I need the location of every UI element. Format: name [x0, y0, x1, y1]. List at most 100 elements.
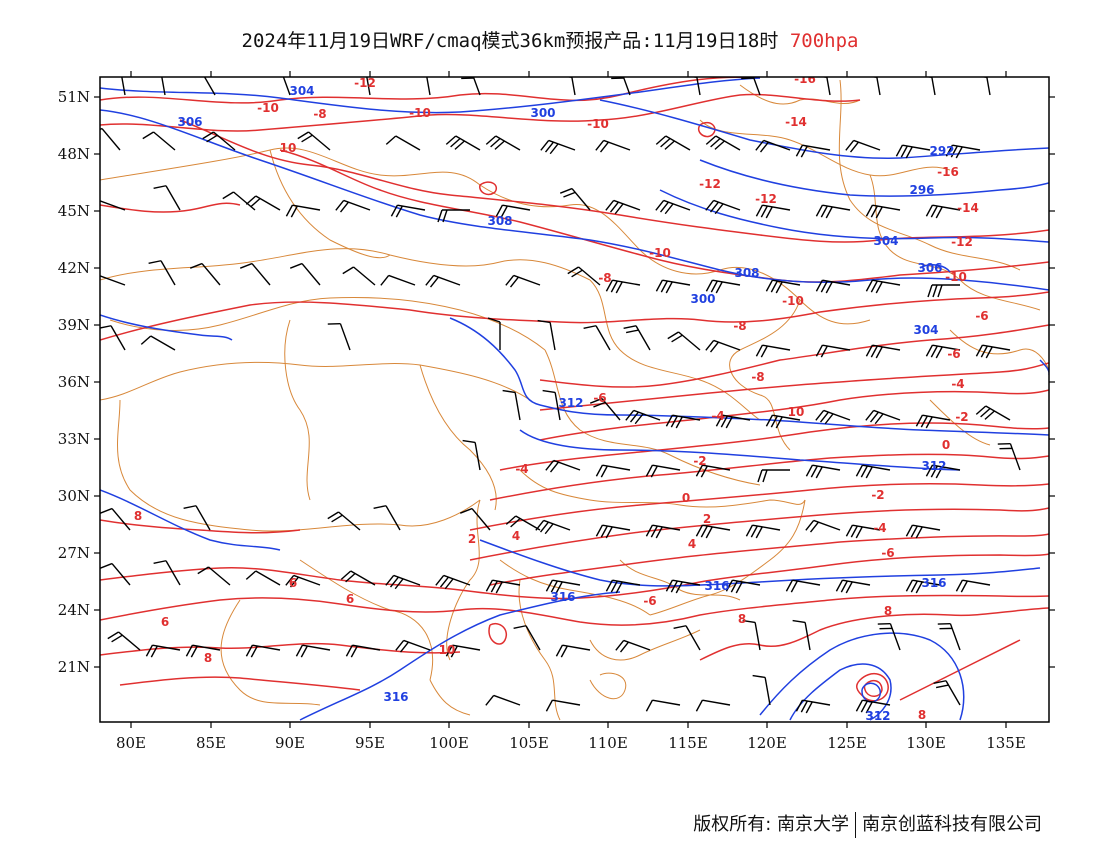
- isotherms: [100, 77, 1049, 702]
- wind-barb: [752, 674, 771, 706]
- wind-barb: [792, 619, 811, 651]
- wind-barb: [545, 579, 581, 594]
- wind-barb: [605, 579, 641, 594]
- plot-frame: [99, 76, 1050, 723]
- wind-barb: [815, 409, 851, 425]
- wind-barb: [385, 574, 421, 590]
- lon-label: 90E: [275, 734, 305, 752]
- wind-barb: [100, 199, 126, 211]
- lat-label: 45N: [58, 202, 90, 220]
- wind-barb: [623, 325, 651, 351]
- wind-barb: [364, 77, 371, 96]
- wind-barb: [245, 195, 281, 211]
- lat-label: 21N: [58, 658, 90, 676]
- temperature-contour-label: -6: [881, 546, 894, 560]
- temperature-contour-label: -12: [755, 192, 777, 206]
- wind-barb: [567, 266, 601, 286]
- lat-label: 48N: [58, 145, 90, 163]
- height-contour-label: 304: [913, 323, 938, 337]
- wind-barb: [845, 524, 881, 539]
- wind-barb: [755, 139, 791, 153]
- wind-barb: [895, 144, 931, 159]
- wind-barb: [925, 464, 961, 479]
- wind-barb: [742, 619, 761, 651]
- wind-barb: [495, 204, 531, 218]
- wind-barb: [373, 505, 401, 531]
- temperature-contour-label: 8: [134, 509, 142, 523]
- wind-barb: [535, 519, 571, 535]
- wind-barb: [865, 204, 901, 219]
- height-contours: [100, 77, 1049, 721]
- wind-barb: [755, 344, 791, 358]
- wind-barb: [695, 464, 731, 478]
- lon-label: 130E: [906, 734, 946, 752]
- height-contour-label: 304: [873, 234, 898, 248]
- wind-barb: [245, 570, 281, 586]
- wind-barb: [380, 274, 416, 286]
- copyright-text: 版权所有: 南京大学: [693, 814, 849, 835]
- wind-barb: [583, 325, 611, 351]
- wind-barb: [485, 694, 521, 706]
- wind-barb: [445, 644, 481, 658]
- wind-barb: [327, 322, 351, 351]
- wind-barb: [645, 524, 681, 539]
- temperature-contour-label: 6: [161, 615, 169, 629]
- height-contour-label: 316: [383, 690, 408, 704]
- temperature-contour-label: -10: [257, 101, 279, 115]
- temperature-contour-label: 10: [280, 141, 297, 155]
- height-contour-label: 312: [558, 396, 583, 410]
- wind-barb: [487, 317, 501, 350]
- height-contour-label: 300: [690, 292, 715, 306]
- wind-barb: [925, 344, 961, 359]
- temperature-contour-label: -8: [751, 370, 764, 384]
- lon-label: 120E: [747, 734, 787, 752]
- temperature-contour-label: -6: [975, 309, 988, 323]
- wind-barb: [148, 260, 176, 286]
- wind-barb: [140, 335, 176, 351]
- wind-barb: [684, 77, 701, 96]
- wind-barb: [645, 699, 681, 712]
- wind-barb: [595, 464, 631, 478]
- wind-barb: [665, 579, 701, 594]
- wind-barb: [915, 414, 951, 429]
- wind-barb: [785, 579, 821, 593]
- lat-label: 51N: [58, 88, 90, 106]
- wind-barb: [395, 639, 431, 653]
- lon-label: 125E: [827, 734, 867, 752]
- height-contour-label: 312: [921, 459, 946, 473]
- temperature-contour-label: -4: [515, 462, 528, 476]
- wind-barb: [864, 77, 881, 96]
- wind-barb: [655, 135, 691, 151]
- wind-barb: [814, 77, 831, 96]
- wind-barb: [537, 319, 556, 351]
- wind-barb: [295, 644, 331, 658]
- wind-barb: [815, 204, 851, 219]
- company-name: 南京创蓝科技有限公司: [862, 814, 1042, 835]
- wind-barb: [461, 77, 481, 96]
- temperature-contour-label: -10: [945, 270, 967, 284]
- wind-barb: [715, 414, 751, 429]
- wind-barb: [159, 77, 166, 96]
- temperature-contour-label: -4: [711, 409, 724, 423]
- wind-barb: [725, 579, 761, 594]
- wind-barb: [625, 409, 661, 425]
- temperature-contour-label: -8: [598, 271, 611, 285]
- height-contour-label: 312: [865, 709, 890, 723]
- wind-barb: [285, 204, 321, 218]
- wind-barb: [865, 344, 901, 359]
- height-contour-label: 308: [487, 214, 512, 228]
- temperature-contour-label: 4: [512, 529, 520, 543]
- height-contour-label: 316: [921, 576, 946, 590]
- wind-barb: [695, 699, 731, 712]
- temperature-contour-label: -2: [693, 454, 706, 468]
- temperature-contour-label: -8: [313, 107, 326, 121]
- wind-barb: [437, 209, 470, 223]
- wind-barb: [385, 135, 421, 151]
- wind-barb: [645, 464, 681, 478]
- height-contour-label: 296: [909, 183, 934, 197]
- lat-label: 30N: [58, 487, 90, 505]
- wind-barb: [513, 625, 541, 651]
- lon-label: 80E: [116, 734, 146, 752]
- wind-barb: [505, 274, 541, 288]
